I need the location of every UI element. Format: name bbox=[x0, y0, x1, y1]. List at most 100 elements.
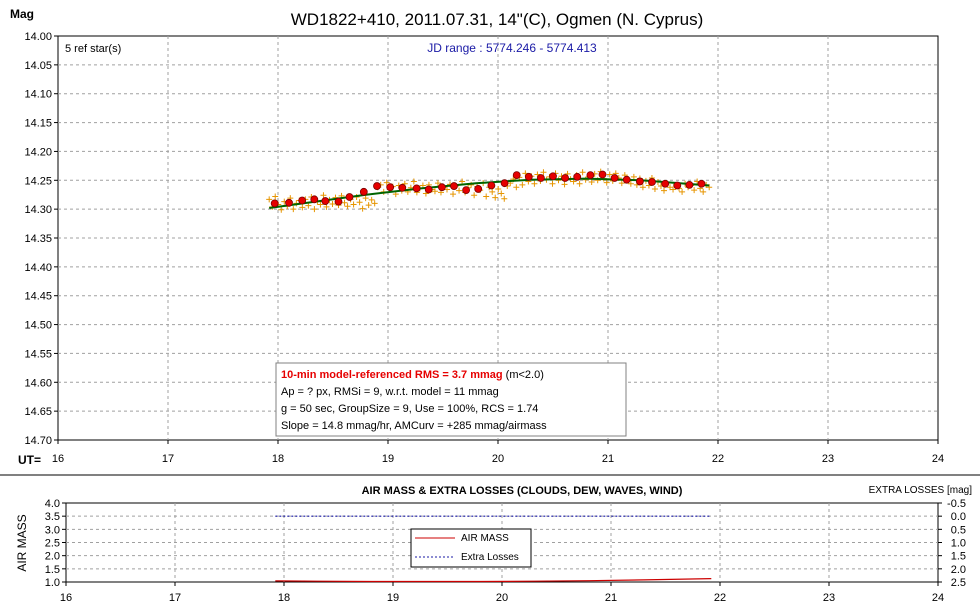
airmass-series bbox=[275, 515, 712, 583]
data-point-circle bbox=[573, 172, 582, 181]
data-point-plus bbox=[272, 193, 279, 200]
ap-text: Ap = ? px, RMSi = 9, w.r.t. model = 11 m… bbox=[281, 386, 499, 398]
airmass-legend: AIR MASS Extra Losses bbox=[410, 528, 532, 568]
data-point-plus bbox=[359, 205, 366, 212]
rms-condition-text: (m<2.0) bbox=[503, 369, 544, 381]
data-point-circle bbox=[685, 181, 694, 189]
extra-losses-tick-label: -0.5 bbox=[947, 498, 966, 510]
data-point-plus bbox=[368, 196, 375, 203]
airmass-title: AIR MASS & EXTRA LOSSES (CLOUDS, DEW, WA… bbox=[362, 485, 683, 497]
data-point-plus bbox=[618, 180, 625, 187]
data-point-circle bbox=[697, 179, 706, 188]
airmass-x-tick-label: 16 bbox=[60, 592, 72, 604]
extra-losses-tick-label: 2.5 bbox=[951, 577, 966, 589]
data-point-plus bbox=[691, 187, 698, 194]
data-point-circle bbox=[398, 183, 407, 192]
airmass-y-tick-labels: 1.01.52.02.5 3.03.54.0 bbox=[45, 498, 66, 589]
extra-losses-tick-label: 1.0 bbox=[951, 538, 966, 550]
ref-stars-label: 5 ref star(s) bbox=[65, 43, 121, 55]
data-point-circle bbox=[636, 177, 644, 186]
y-tick-label: 14.15 bbox=[24, 118, 52, 130]
data-point-circle bbox=[462, 186, 471, 194]
data-point-circle bbox=[561, 174, 569, 182]
airmass-panel: AIR MASS & EXTRA LOSSES (CLOUDS, DEW, WA… bbox=[15, 485, 972, 604]
data-point-plus bbox=[456, 187, 463, 194]
data-point-plus bbox=[492, 194, 499, 201]
extra-losses-tick-label: 2.0 bbox=[951, 564, 966, 576]
y-tick-label: 14.65 bbox=[24, 406, 52, 418]
airmass-x-tick-labels: 16 17 18 19 20 21 22 23 24 bbox=[60, 582, 944, 604]
data-point-plus bbox=[513, 184, 520, 191]
extra-losses-tick-labels: -0.50.00.5 1.01.52.02.5 bbox=[938, 498, 966, 589]
data-point-plus bbox=[670, 186, 677, 193]
data-point-circle bbox=[648, 178, 656, 186]
y-tick-label: 14.50 bbox=[24, 320, 52, 332]
data-point-circle bbox=[610, 174, 619, 182]
series-model bbox=[269, 177, 710, 209]
y-tick-label: 14.70 bbox=[24, 435, 52, 447]
data-point-plus bbox=[371, 200, 378, 207]
data-point-circle bbox=[310, 195, 319, 204]
airmass-x-tick-label: 21 bbox=[605, 592, 617, 604]
data-point-plus bbox=[323, 203, 330, 210]
data-point-plus bbox=[700, 188, 707, 195]
extra-losses-tick-label: 1.5 bbox=[951, 551, 966, 563]
data-point-circle bbox=[270, 199, 279, 208]
x-tick-label: 22 bbox=[712, 453, 724, 465]
x-tick-labels: 16 17 18 19 20 21 22 23 24 bbox=[52, 440, 944, 465]
group-text: g = 50 sec, GroupSize = 9, Use = 100%, R… bbox=[281, 403, 538, 415]
airmass-x-tick-label: 23 bbox=[823, 592, 835, 604]
series-group-average bbox=[270, 170, 706, 208]
airmass-y-tick-label: 1.5 bbox=[45, 564, 60, 576]
data-point-plus bbox=[383, 179, 390, 186]
data-point-circle bbox=[334, 197, 343, 206]
data-point-plus bbox=[630, 173, 637, 180]
data-point-plus bbox=[606, 171, 613, 178]
chart-title: WD1822+410, 2011.07.31, 14"(C), Ogmen (N… bbox=[291, 10, 704, 29]
y-tick-label: 14.00 bbox=[24, 31, 52, 43]
data-point-circle bbox=[487, 181, 496, 190]
data-point-circle bbox=[424, 185, 433, 194]
extra-losses-tick-label: 0.0 bbox=[951, 511, 966, 523]
data-point-plus bbox=[290, 206, 297, 213]
data-point-circle bbox=[661, 179, 670, 188]
y-tick-label: 14.35 bbox=[24, 233, 52, 245]
data-point-plus bbox=[495, 185, 502, 192]
grid bbox=[58, 36, 938, 440]
x-axis-label-ut: UT= bbox=[18, 453, 41, 467]
airmass-axis-label: AIR MASS bbox=[15, 514, 29, 571]
data-point-plus bbox=[278, 206, 285, 213]
data-point-plus bbox=[344, 203, 351, 210]
data-point-circle bbox=[437, 183, 446, 192]
data-point-circle bbox=[359, 187, 368, 196]
data-point-plus bbox=[667, 184, 674, 191]
y-tick-label: 14.20 bbox=[24, 146, 52, 158]
data-point-plus bbox=[362, 195, 369, 202]
y-axis-label-mag: Mag bbox=[10, 7, 34, 21]
airmass-y-tick-label: 3.5 bbox=[45, 511, 60, 523]
data-point-circle bbox=[386, 183, 395, 192]
y-tick-label: 14.30 bbox=[24, 204, 52, 216]
data-point-plus bbox=[579, 169, 586, 176]
airmass-x-tick-label: 22 bbox=[714, 592, 726, 604]
data-point-circle bbox=[598, 170, 607, 179]
data-point-plus bbox=[350, 201, 357, 208]
svg-text:10-min model-referenced RMS =: 10-min model-referenced RMS = 3.7 mmag (… bbox=[281, 369, 544, 381]
data-point-plus bbox=[498, 190, 505, 197]
data-point-plus bbox=[651, 185, 658, 192]
x-tick-label: 21 bbox=[602, 453, 614, 465]
data-point-plus bbox=[410, 178, 417, 185]
extra-losses-tick-label: 0.5 bbox=[951, 524, 966, 536]
x-tick-label: 17 bbox=[162, 453, 174, 465]
airmass-line bbox=[275, 578, 712, 583]
data-point-circle bbox=[622, 175, 631, 184]
data-point-plus bbox=[519, 181, 526, 188]
data-point-plus bbox=[317, 201, 324, 208]
jd-range-label: JD range : 5774.246 - 5774.413 bbox=[427, 41, 597, 55]
data-point-plus bbox=[341, 199, 348, 206]
x-tick-label: 24 bbox=[932, 453, 944, 465]
magnitude-panel: WD1822+410, 2011.07.31, 14"(C), Ogmen (N… bbox=[10, 7, 944, 467]
y-tick-label: 14.60 bbox=[24, 377, 52, 389]
x-tick-label: 16 bbox=[52, 453, 64, 465]
data-point-circle bbox=[298, 196, 307, 205]
